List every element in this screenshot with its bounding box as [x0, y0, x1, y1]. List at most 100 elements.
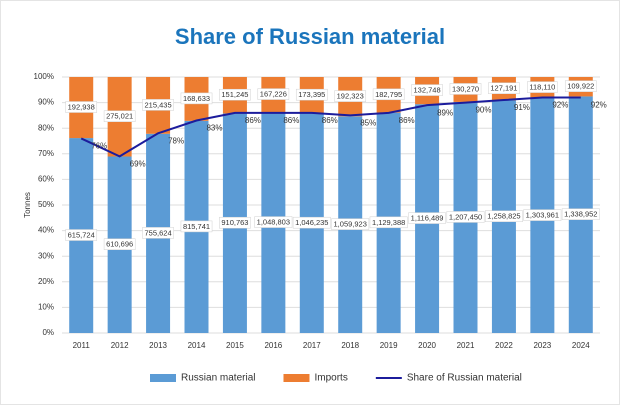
data-label: 610,696: [106, 240, 133, 249]
data-label: 86%: [283, 116, 299, 125]
x-tick-label: 2018: [341, 341, 359, 350]
data-label: 910,763: [221, 218, 248, 227]
data-label: 1,303,961: [526, 211, 559, 220]
data-label: 90%: [475, 106, 491, 115]
x-tick-label: 2022: [495, 341, 513, 350]
label-box: [219, 88, 251, 101]
label-box: [411, 84, 443, 96]
data-label: 815,741: [183, 222, 210, 231]
label-box: [488, 82, 520, 94]
label-box: [142, 227, 174, 239]
x-tick-label: 2011: [73, 341, 91, 350]
data-label: 127,191: [490, 84, 517, 93]
data-label: 92%: [552, 101, 568, 110]
data-label: 615,724: [68, 231, 95, 240]
data-label: 1,258,825: [487, 212, 520, 221]
label-box: [523, 209, 562, 221]
data-label: 192,323: [337, 92, 364, 101]
x-tick-label: 2021: [457, 341, 475, 350]
legend-swatch: [150, 374, 176, 382]
data-label: 1,129,388: [372, 218, 405, 227]
y-tick-label: 60%: [38, 175, 54, 184]
x-tick-label: 2017: [303, 341, 321, 350]
y-tick-label: 20%: [38, 277, 54, 286]
x-tick-label: 2012: [111, 341, 129, 350]
data-label: 755,624: [145, 228, 172, 237]
y-tick-label: 10%: [38, 303, 54, 312]
data-label: 132,748: [414, 86, 441, 95]
x-tick-label: 2024: [572, 341, 590, 350]
data-label: 168,633: [183, 94, 210, 103]
data-label: 1,338,952: [564, 210, 597, 219]
data-label: 92%: [591, 101, 607, 110]
data-label: 1,116,489: [411, 214, 444, 223]
label-box: [484, 210, 523, 222]
x-tick-label: 2023: [533, 341, 551, 350]
label-box: [564, 80, 597, 92]
label-box: [180, 220, 213, 233]
data-label: 85%: [360, 119, 376, 128]
data-label: 192,938: [68, 103, 95, 112]
data-label: 1,046,235: [295, 218, 328, 227]
label-box: [295, 88, 328, 101]
x-tick-label: 2019: [380, 341, 398, 350]
y-axis-title: Tonnes: [23, 192, 32, 218]
data-label: 275,021: [106, 112, 133, 121]
data-label: 1,048,803: [257, 218, 290, 227]
data-label: 78%: [168, 136, 184, 145]
data-label: 118,110: [529, 83, 555, 92]
chart-title: Share of Russian material: [175, 24, 445, 49]
data-label: 76%: [91, 142, 107, 151]
x-tick-label: 2014: [188, 341, 206, 350]
label-box: [331, 218, 370, 230]
label-box: [561, 208, 600, 220]
label-box: [180, 92, 213, 105]
data-label: 86%: [322, 116, 338, 125]
label-box: [334, 90, 367, 102]
legend-swatch: [283, 374, 310, 382]
label-box: [65, 229, 98, 241]
x-tick-label: 2016: [264, 341, 282, 350]
data-label: 86%: [245, 116, 261, 125]
data-label: 173,395: [298, 90, 325, 99]
y-tick-label: 70%: [38, 149, 54, 158]
data-label: 86%: [399, 116, 415, 125]
data-label: 91%: [514, 103, 530, 112]
y-tick-label: 100%: [34, 72, 54, 81]
x-tick-label: 2020: [418, 341, 436, 350]
data-label: 83%: [206, 124, 222, 133]
label-box: [449, 83, 482, 95]
label-box: [292, 216, 331, 229]
data-label: 167,226: [260, 90, 287, 99]
y-tick-label: 50%: [38, 200, 54, 209]
data-label: 1,207,450: [449, 212, 482, 221]
data-label: 151,245: [221, 90, 248, 99]
data-label: 89%: [437, 108, 453, 117]
y-tick-label: 30%: [38, 251, 54, 260]
data-label: 69%: [130, 159, 146, 168]
y-tick-label: 40%: [38, 226, 54, 235]
label-box: [408, 212, 446, 224]
label-box: [369, 216, 408, 229]
label-box: [103, 110, 136, 122]
line: [80, 96, 581, 158]
y-tick-label: 0%: [42, 328, 54, 337]
label-box: [446, 211, 485, 223]
legend-label: Share of Russian material: [407, 373, 522, 384]
label-box: [257, 88, 290, 100]
label-box: [65, 101, 98, 113]
legend-label: Imports: [314, 373, 347, 384]
data-label: 182,795: [375, 90, 402, 99]
x-tick-label: 2015: [226, 341, 244, 350]
data-label: 1,059,923: [334, 220, 367, 229]
x-tick-label: 2013: [149, 341, 167, 350]
data-label: 130,270: [452, 84, 479, 93]
legend-label: Russian material: [181, 373, 255, 384]
y-tick-label: 90%: [38, 98, 54, 107]
label-box: [527, 81, 558, 93]
label-box: [372, 88, 405, 101]
data-label: 109,922: [567, 82, 594, 91]
y-tick-label: 80%: [38, 123, 54, 132]
data-label: 215,435: [145, 100, 172, 109]
